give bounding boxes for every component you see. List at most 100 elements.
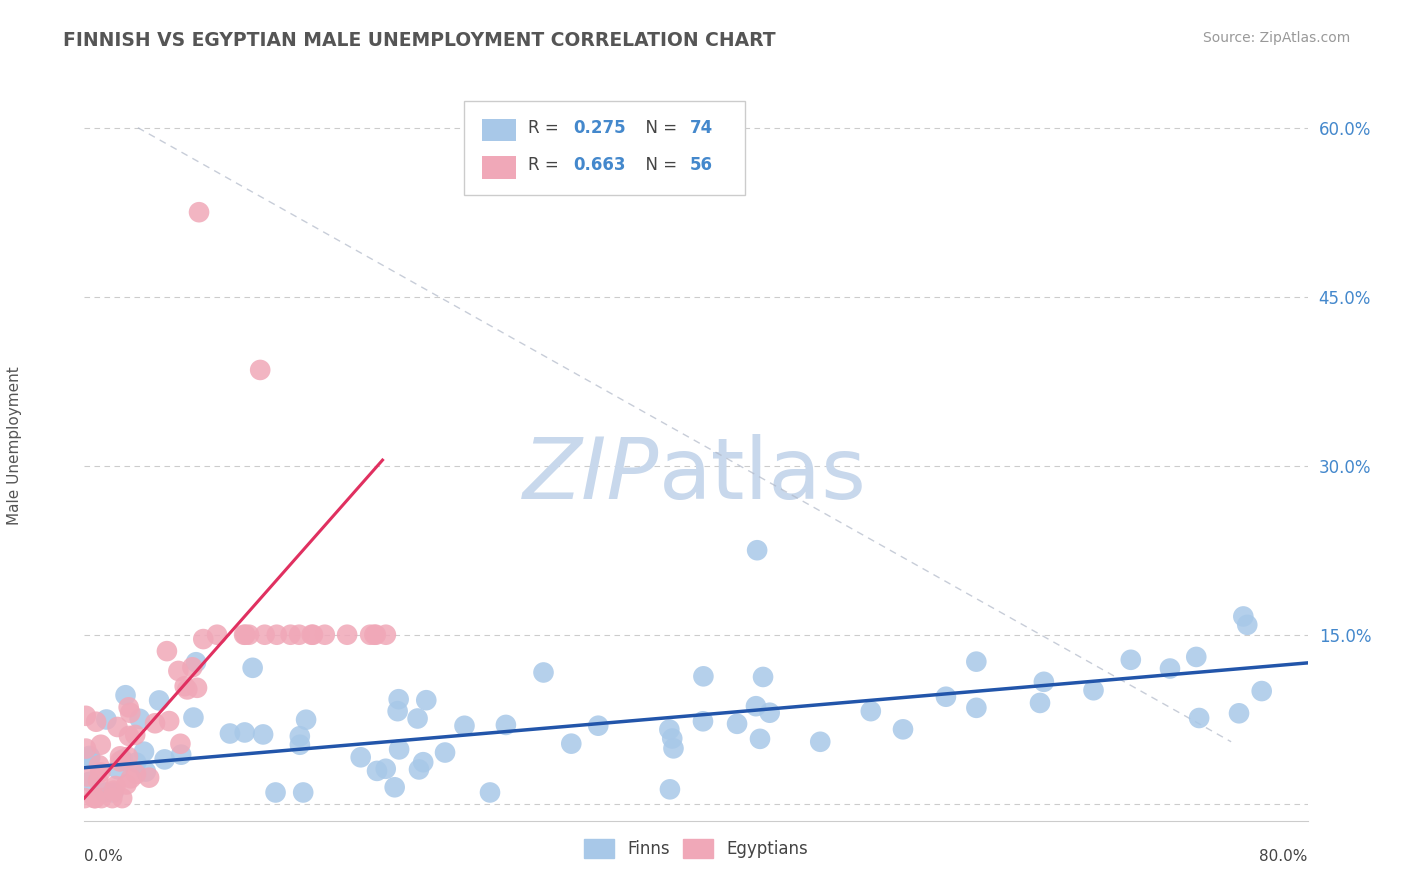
Point bbox=[83, 791, 105, 805]
Y-axis label: Male Unemployment: Male Unemployment bbox=[7, 367, 22, 525]
FancyBboxPatch shape bbox=[482, 156, 516, 178]
Point bbox=[935, 690, 957, 704]
Point bbox=[75, 708, 97, 723]
Point bbox=[107, 720, 129, 734]
Point bbox=[249, 363, 271, 377]
Point bbox=[1029, 696, 1052, 710]
Point bbox=[75, 741, 97, 756]
Point bbox=[242, 661, 264, 675]
Point bbox=[79, 748, 101, 763]
Point bbox=[79, 750, 101, 764]
Point bbox=[406, 711, 429, 725]
Point bbox=[170, 747, 193, 762]
Point bbox=[188, 205, 211, 219]
Point bbox=[288, 628, 311, 642]
Point bbox=[111, 752, 134, 766]
Point bbox=[479, 785, 502, 799]
Point bbox=[749, 731, 772, 746]
Point bbox=[965, 655, 987, 669]
Point bbox=[359, 628, 381, 642]
Point bbox=[658, 723, 681, 737]
Point bbox=[219, 726, 242, 740]
Point bbox=[125, 767, 148, 781]
Text: 56: 56 bbox=[690, 156, 713, 174]
Point bbox=[1032, 674, 1054, 689]
Point bbox=[184, 655, 207, 669]
Point bbox=[745, 699, 768, 714]
Point bbox=[747, 543, 769, 558]
Point bbox=[374, 762, 396, 776]
Point bbox=[725, 716, 748, 731]
Point bbox=[87, 773, 110, 788]
Text: R =: R = bbox=[529, 119, 564, 136]
Point bbox=[1232, 609, 1254, 624]
Point bbox=[692, 669, 714, 683]
Point bbox=[1227, 706, 1250, 721]
Point bbox=[181, 660, 204, 674]
Point bbox=[108, 755, 131, 769]
Point bbox=[238, 628, 260, 642]
Point bbox=[183, 710, 205, 724]
Point bbox=[84, 791, 107, 805]
Point bbox=[384, 780, 406, 795]
Point bbox=[388, 692, 411, 706]
Point bbox=[253, 628, 276, 642]
Point bbox=[173, 679, 195, 693]
Point bbox=[758, 706, 780, 720]
Point bbox=[302, 628, 325, 642]
Point bbox=[117, 750, 139, 764]
Point bbox=[120, 706, 142, 720]
Text: 0.275: 0.275 bbox=[574, 119, 626, 136]
Point bbox=[891, 723, 914, 737]
Point bbox=[114, 688, 136, 702]
Point bbox=[205, 628, 228, 642]
Point bbox=[107, 762, 129, 776]
Point bbox=[176, 682, 198, 697]
Text: ZIP: ZIP bbox=[523, 434, 659, 517]
Point bbox=[533, 665, 555, 680]
Point bbox=[314, 628, 336, 642]
Point bbox=[1250, 684, 1272, 698]
Point bbox=[692, 714, 714, 729]
Point bbox=[84, 714, 107, 729]
Point bbox=[1188, 711, 1211, 725]
Point bbox=[264, 785, 287, 799]
Point bbox=[292, 785, 315, 799]
Point bbox=[965, 701, 987, 715]
Point bbox=[350, 750, 373, 764]
Point bbox=[586, 719, 609, 733]
Point bbox=[495, 718, 517, 732]
Point bbox=[135, 764, 157, 779]
Text: 80.0%: 80.0% bbox=[1260, 849, 1308, 863]
Point bbox=[118, 729, 141, 743]
Point bbox=[233, 628, 256, 642]
Point bbox=[143, 716, 166, 731]
Point bbox=[186, 681, 208, 695]
Text: N =: N = bbox=[636, 119, 682, 136]
Point bbox=[235, 628, 257, 642]
Point bbox=[87, 758, 110, 772]
Point bbox=[132, 745, 155, 759]
Point bbox=[1159, 661, 1181, 675]
Point bbox=[120, 772, 142, 786]
Point bbox=[808, 735, 831, 749]
Point bbox=[108, 749, 131, 764]
Point bbox=[408, 763, 430, 777]
Point bbox=[157, 714, 180, 728]
Point bbox=[233, 725, 256, 739]
Point bbox=[387, 704, 409, 718]
Point bbox=[374, 628, 396, 642]
Point bbox=[752, 670, 775, 684]
Point bbox=[89, 765, 111, 780]
Point bbox=[148, 693, 170, 707]
Point bbox=[125, 756, 148, 770]
Point bbox=[1236, 617, 1258, 632]
Point bbox=[560, 737, 582, 751]
Point bbox=[658, 782, 681, 797]
Point bbox=[366, 764, 388, 778]
Legend: Finns, Egyptians: Finns, Egyptians bbox=[576, 832, 815, 864]
Text: 0.0%: 0.0% bbox=[84, 849, 124, 863]
Point bbox=[101, 791, 124, 805]
Point bbox=[118, 700, 141, 714]
Text: atlas: atlas bbox=[659, 434, 868, 517]
